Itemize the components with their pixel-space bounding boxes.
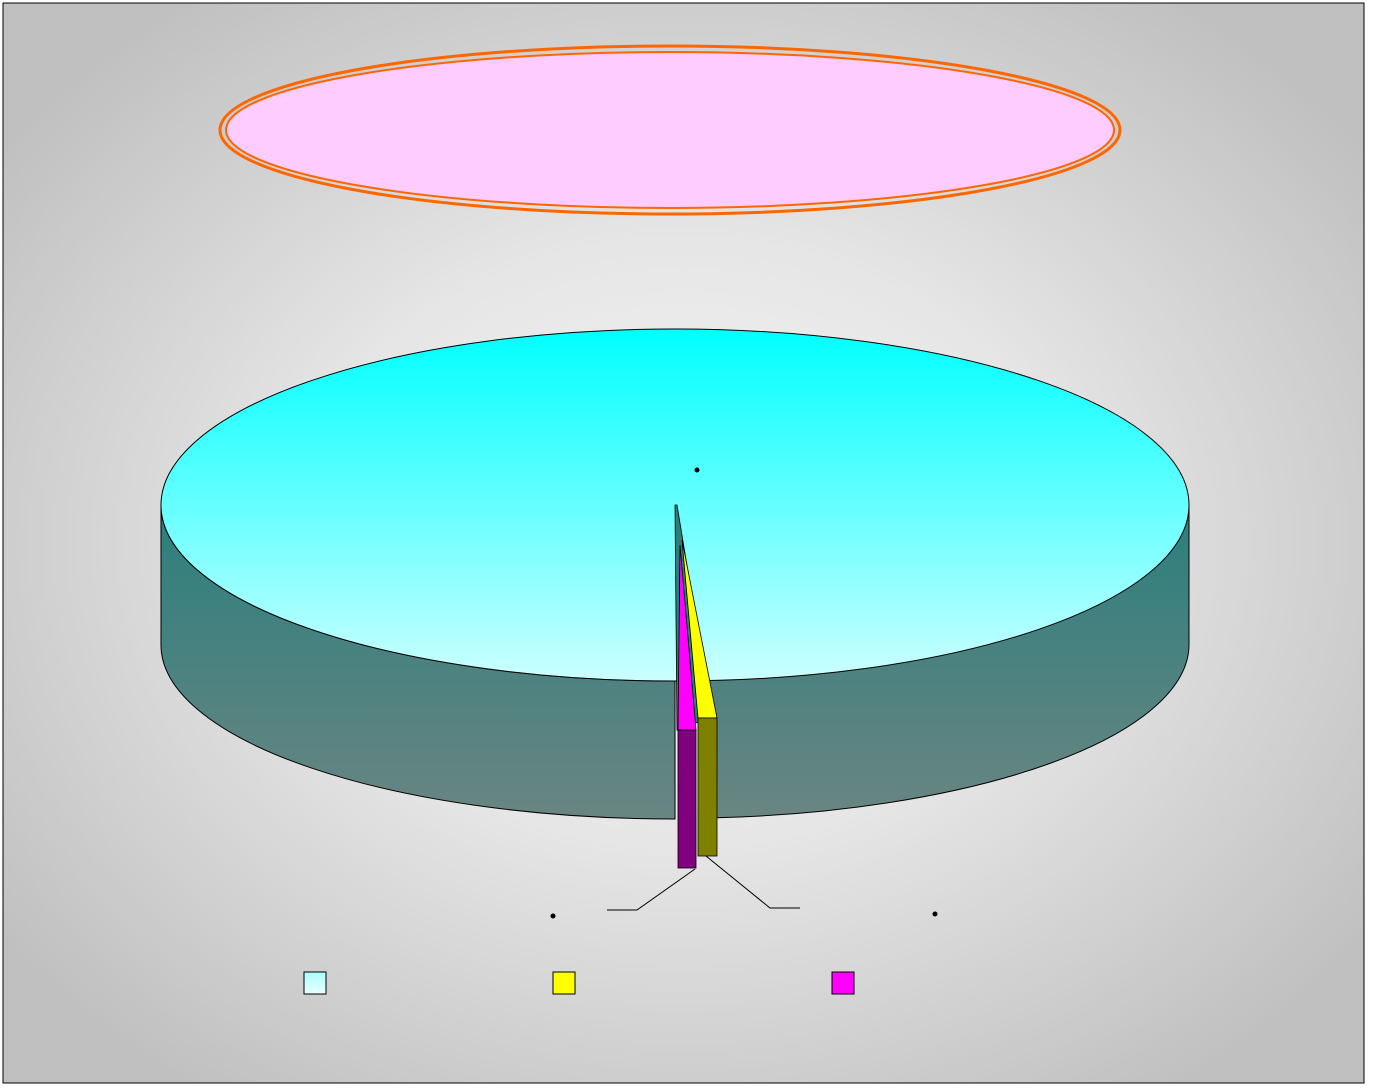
data-label-dot-0: [694, 467, 700, 473]
title-box-outer: [218, 44, 1122, 216]
data-label-dot-2: [550, 913, 556, 919]
legend: [303, 971, 855, 995]
data-label-dot-1: [932, 911, 938, 917]
pie-slice-1-side: [697, 717, 718, 857]
leader-line-slice-2: [607, 868, 696, 911]
legend-swatch-2: [831, 971, 855, 995]
pie-slice-2: [677, 544, 697, 869]
pie-slice-2-side: [677, 729, 697, 869]
pie-slice-1: [681, 539, 718, 857]
legend-swatch-1: [552, 971, 576, 995]
leader-line-slice-1: [705, 855, 800, 909]
pie-slice-0: [160, 328, 1190, 820]
legend-swatch-0: [303, 971, 327, 995]
title-box-inner: [225, 51, 1115, 209]
title-box: [218, 44, 1122, 216]
